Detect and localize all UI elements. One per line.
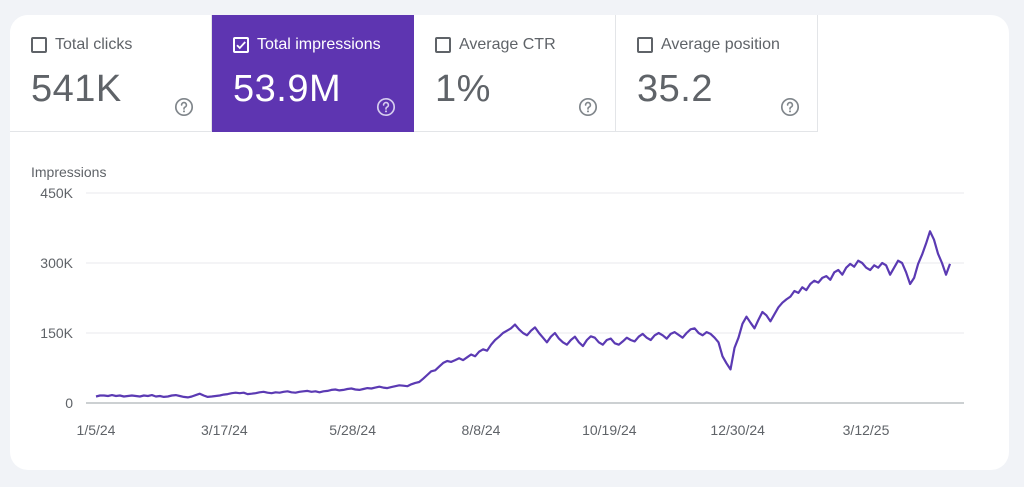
checkbox-icon[interactable] (31, 37, 47, 53)
x-tick-label: 1/5/24 (77, 422, 116, 438)
metric-label: Total impressions (257, 36, 381, 53)
help-icon[interactable] (376, 97, 396, 117)
metric-cards: Total clicks 541K Total impressions 53.9… (10, 15, 818, 132)
checkbox-icon[interactable] (637, 37, 653, 53)
metric-header: Average CTR (435, 36, 556, 54)
x-tick-label: 8/8/24 (462, 422, 501, 438)
metric-label: Total clicks (55, 36, 133, 53)
chart-svg: Impressions 0 150K 300K 450K 1/5/24 3/17/24 5… (31, 164, 964, 438)
y-tick-label: 0 (65, 395, 73, 411)
metric-total-impressions[interactable]: Total impressions 53.9M (212, 15, 414, 132)
metric-value: 35.2 (637, 68, 713, 110)
metric-header: Total clicks (31, 36, 132, 54)
help-icon[interactable] (578, 97, 598, 117)
metric-value: 541K (31, 68, 122, 110)
metric-label: Average CTR (459, 36, 556, 53)
metric-label: Average position (661, 36, 780, 53)
metric-header: Total impressions (233, 36, 381, 54)
help-icon[interactable] (174, 97, 194, 117)
metric-average-position[interactable]: Average position 35.2 (616, 15, 818, 132)
x-tick-label: 5/28/24 (329, 422, 376, 438)
impressions-series-line (95, 230, 952, 399)
x-tick-label: 3/17/24 (201, 422, 248, 438)
x-tick-label: 3/12/25 (843, 422, 890, 438)
metric-total-clicks[interactable]: Total clicks 541K (10, 15, 212, 132)
y-axis-label: Impressions (31, 164, 106, 180)
help-icon[interactable] (780, 97, 800, 117)
metric-header: Average position (637, 36, 780, 54)
checkbox-checked-icon[interactable] (233, 37, 249, 53)
performance-card: Total clicks 541K Total impressions 53.9… (10, 15, 1009, 470)
y-tick-label: 300K (40, 255, 73, 271)
x-tick-label: 10/19/24 (582, 422, 637, 438)
checkbox-icon[interactable] (435, 37, 451, 53)
y-tick-label: 150K (40, 325, 73, 341)
y-tick-label: 450K (40, 185, 73, 201)
x-tick-label: 12/30/24 (710, 422, 765, 438)
impressions-chart: Impressions 0 150K 300K 450K 1/5/24 3/17/24 5… (10, 155, 1009, 455)
metric-value: 1% (435, 68, 491, 110)
metric-average-ctr[interactable]: Average CTR 1% (414, 15, 616, 132)
metric-value: 53.9M (233, 68, 342, 110)
